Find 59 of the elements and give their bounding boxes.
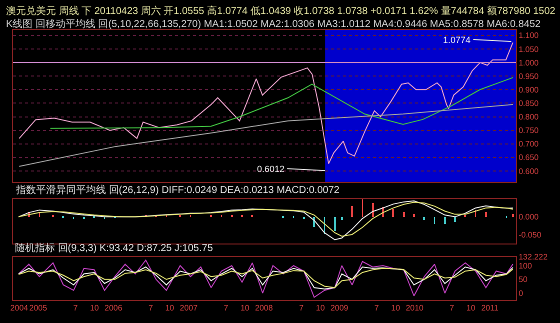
x-tick-label: 2006 bbox=[104, 304, 123, 313]
y-tick-label: 50 bbox=[518, 275, 528, 284]
y-tick-label: 0.800 bbox=[518, 112, 540, 122]
y-tick-label: 0.950 bbox=[518, 72, 540, 81]
y-tick-label: -0.050 bbox=[518, 230, 542, 240]
bar bbox=[372, 203, 374, 218]
line-series bbox=[18, 260, 514, 298]
y-tick-label: 0.850 bbox=[518, 99, 540, 108]
x-tick-label: 2009 bbox=[330, 304, 349, 313]
y-tick-label: 132.222 bbox=[518, 252, 548, 262]
x-tick-label: 7 bbox=[73, 304, 78, 313]
y-tick-label: 0.000 bbox=[518, 212, 540, 222]
y-tick-label: 0 bbox=[518, 288, 524, 298]
line-series bbox=[18, 104, 514, 167]
line-series bbox=[50, 77, 514, 129]
x-tick-label: 2004 bbox=[10, 304, 29, 313]
x-tick-label: 7 bbox=[450, 304, 455, 313]
x-tick-label: 10 bbox=[316, 304, 326, 313]
chart-title: 澳元兑美元 周线 下 20110423 周六 开1.0555 高1.0774 低1.0439 收1.0738 1.0738 +0.0171 1.62% 量744784 额787980 1502 bbox=[6, 5, 556, 17]
y-tick-label: 0.650 bbox=[518, 153, 540, 162]
y-tick-label: 0.600 bbox=[518, 166, 540, 176]
annotation: 0.6012 bbox=[257, 164, 285, 174]
y-tick-label: 1.050 bbox=[518, 44, 540, 54]
x-tick-label: 10 bbox=[240, 304, 250, 313]
x-tick-label: 10 bbox=[466, 304, 476, 313]
bar bbox=[413, 214, 415, 218]
y-tick-label: 1.100 bbox=[518, 31, 540, 40]
x-tick-label: 2011 bbox=[481, 304, 499, 313]
x-tick-label: 7 bbox=[299, 304, 304, 313]
x-tick-label: 2007 bbox=[180, 304, 198, 313]
bar bbox=[485, 212, 487, 218]
x-tick-label: 7 bbox=[374, 304, 380, 313]
x-tick-label: 2010 bbox=[406, 304, 424, 313]
bar bbox=[334, 217, 336, 232]
x-tick-label: 7 bbox=[224, 304, 229, 313]
chart-title: 指数平滑异同平均线 回(26,12,9) DIFF:0.0249 DEA:0.0213 MACD:0.0072 bbox=[15, 184, 340, 196]
bar bbox=[423, 217, 425, 220]
x-tick-label: 7 bbox=[148, 304, 154, 313]
bar bbox=[403, 212, 405, 218]
bar bbox=[444, 217, 446, 224]
x-tick-label: 10 bbox=[391, 304, 401, 313]
x-tick-label: 2008 bbox=[254, 304, 274, 313]
y-tick-label: 0.750 bbox=[518, 126, 540, 136]
y-tick-label: 0.700 bbox=[518, 140, 540, 149]
bar bbox=[512, 214, 514, 218]
chart-title: 随机指标 回(9,3,3) K:93.42 D:87.25 J:105.75 bbox=[15, 242, 214, 254]
bar bbox=[454, 217, 456, 222]
x-tick-label: 2005 bbox=[29, 304, 48, 313]
y-tick-label: 0.900 bbox=[518, 85, 540, 94]
y-tick-label: 100 bbox=[518, 261, 532, 270]
x-tick-label: 10 bbox=[90, 304, 100, 313]
line-series bbox=[18, 42, 514, 164]
bar bbox=[351, 206, 353, 218]
x-tick-label: 10 bbox=[165, 304, 175, 313]
bar bbox=[392, 209, 394, 218]
annotation: 1.0774 bbox=[443, 35, 471, 45]
bar bbox=[341, 217, 343, 220]
y-tick-label: 1.000 bbox=[518, 58, 540, 68]
chart-subtitle: K线图 回移动平均线 回(5,10,22,66,135,270) MA1:1.0502 MA2:1.0306 MA3:1.0112 MA4:0.9446 MA5:0.8578 MA6:0.8452 bbox=[6, 18, 541, 30]
